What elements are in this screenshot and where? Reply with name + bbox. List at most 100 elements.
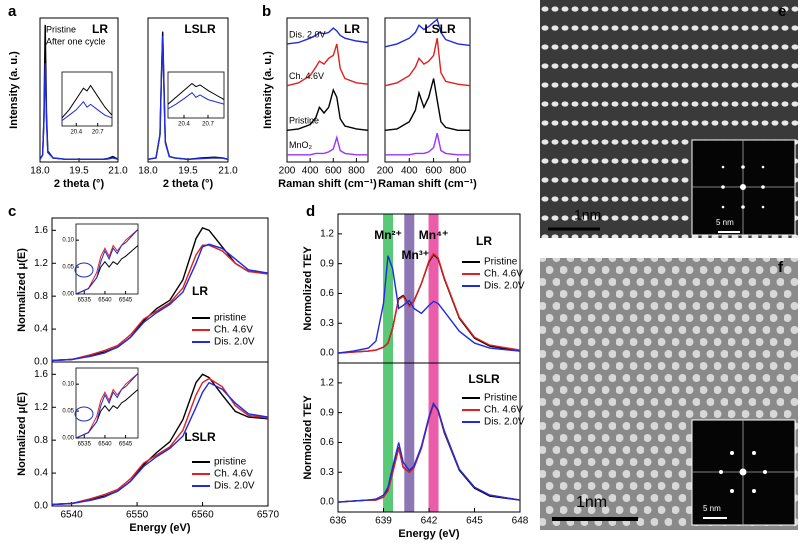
x-tick-label: 21.0 (218, 166, 238, 177)
y-tick-label: 0.9 (320, 407, 334, 418)
legend-label: Ch. 4.6V (484, 405, 523, 416)
y-tick-label: 0.3 (320, 318, 334, 329)
series-label: MnO₂ (289, 140, 313, 150)
panel-label: a (8, 3, 17, 20)
plot-title: LSLR (468, 372, 500, 386)
panel-label: e (778, 3, 786, 20)
series-line (287, 27, 368, 45)
inset-x-tick-label: 20.4 (70, 130, 82, 136)
x-tick-label: 6540 (61, 510, 84, 521)
inset-y-tick-label: 0.00 (62, 436, 74, 442)
band-label: Mn⁴⁺ (419, 228, 449, 242)
legend-label: Pristine (484, 393, 518, 404)
inset-frame (75, 223, 139, 295)
x-tick-label: 200 (377, 166, 394, 177)
series-label: Pristine (289, 116, 319, 126)
legend-label: pristine (214, 313, 247, 324)
x-tick-label: 642 (421, 516, 438, 527)
series-line (52, 244, 268, 362)
legend-label: Pristine (484, 257, 518, 268)
inset-x-tick-label: 6540 (98, 442, 112, 448)
scale-bar-label: 1nm (574, 207, 601, 223)
x-axis-label: Raman shift (cm⁻¹) (378, 178, 477, 190)
x-tick-label: 645 (466, 516, 483, 527)
plot-frame (51, 361, 269, 507)
y-tick-label: 1.2 (320, 229, 334, 240)
y-tick-label: 1.2 (34, 258, 48, 269)
y-tick-label: 0.4 (34, 468, 48, 479)
y-axis-label: Normolized TEY (302, 395, 314, 480)
y-tick-label: 0.4 (34, 324, 48, 335)
plot-title: LSLR (184, 22, 216, 36)
series-line (76, 373, 138, 438)
y-tick-label: 0.6 (320, 288, 334, 299)
energy-band (383, 214, 394, 363)
inset-x-tick-label: 6545 (119, 442, 133, 448)
legend-label: Dis. 2.0V (214, 481, 255, 492)
x-tick-label: 636 (330, 516, 347, 527)
series-line (40, 63, 118, 160)
inset-y-tick-label: 0.05 (62, 265, 74, 271)
series-line (287, 88, 368, 131)
inset-frame (61, 71, 113, 127)
haadf-image-f (540, 258, 798, 530)
y-axis-label: Intensity (a. u.) (262, 51, 274, 129)
energy-band (404, 363, 415, 512)
energy-band (428, 214, 439, 363)
series-line (385, 38, 470, 87)
plot-title: LR (192, 284, 208, 298)
legend-label: Dis. 2.0V (484, 281, 525, 292)
inset-x-tick-label: 20.4 (178, 122, 190, 128)
series-line (52, 243, 268, 362)
y-axis-label: Normolized TEY (302, 246, 314, 331)
series-line (52, 381, 268, 506)
inset-x-tick-label: 20.7 (202, 122, 214, 128)
x-axis-label: Raman shift (cm⁻¹) (278, 178, 377, 190)
annotation-circle (74, 262, 94, 278)
fft-spots (721, 165, 765, 209)
series-line (385, 133, 470, 156)
band-label: Mn²⁺ (374, 228, 402, 242)
inset-x-tick-label: 6540 (98, 298, 112, 304)
y-tick-label: 1.6 (34, 225, 48, 236)
series-line (62, 100, 112, 121)
x-tick-label: 600 (425, 166, 442, 177)
legend-label: Ch. 4.6V (214, 469, 253, 480)
scale-bar-label: 1nm (576, 494, 607, 511)
inset-y-tick-label: 0.05 (62, 409, 74, 415)
y-tick-label: 1.6 (34, 369, 48, 380)
y-axis-label: Intensity (a. u.) (8, 51, 20, 129)
x-tick-label: 400 (302, 166, 319, 177)
inset-scale-label: 5 nm (716, 218, 734, 227)
plot-frame (286, 17, 369, 163)
x-tick-label: 21.0 (108, 166, 128, 177)
x-tick-label: 800 (348, 166, 365, 177)
series-line (168, 92, 224, 110)
y-tick-label: 0.0 (34, 501, 48, 512)
x-tick-label: 18.0 (138, 166, 158, 177)
inset-y-tick-label: 0.10 (62, 382, 74, 388)
x-axis-label: Energy (eV) (398, 528, 459, 540)
legend-label: After one cycle (46, 36, 106, 46)
annotation-circle (74, 406, 94, 422)
y-tick-label: 1.2 (34, 402, 48, 413)
energy-band (404, 214, 415, 363)
plot-title: LR (476, 234, 492, 248)
x-axis-label: Energy (eV) (129, 522, 190, 534)
inset-y-tick-label: 0.10 (62, 238, 74, 244)
plot-frame (384, 17, 471, 163)
band-label: Mn³⁺ (401, 248, 429, 262)
legend-label: Ch. 4.6V (484, 269, 523, 280)
series-line (168, 82, 224, 105)
y-tick-label: 0.0 (34, 357, 48, 368)
legend-label: pristine (214, 457, 247, 468)
plot-title: LSLR (184, 430, 216, 444)
x-tick-label: 6570 (257, 510, 280, 521)
series-line (287, 134, 368, 156)
legend-label: Pristine (46, 24, 76, 34)
x-tick-label: 200 (279, 166, 296, 177)
x-tick-label: 639 (375, 516, 392, 527)
inset-x-tick-label: 6545 (119, 298, 133, 304)
inset-y-tick-label: 0.00 (62, 292, 74, 298)
x-tick-label: 6560 (191, 510, 214, 521)
